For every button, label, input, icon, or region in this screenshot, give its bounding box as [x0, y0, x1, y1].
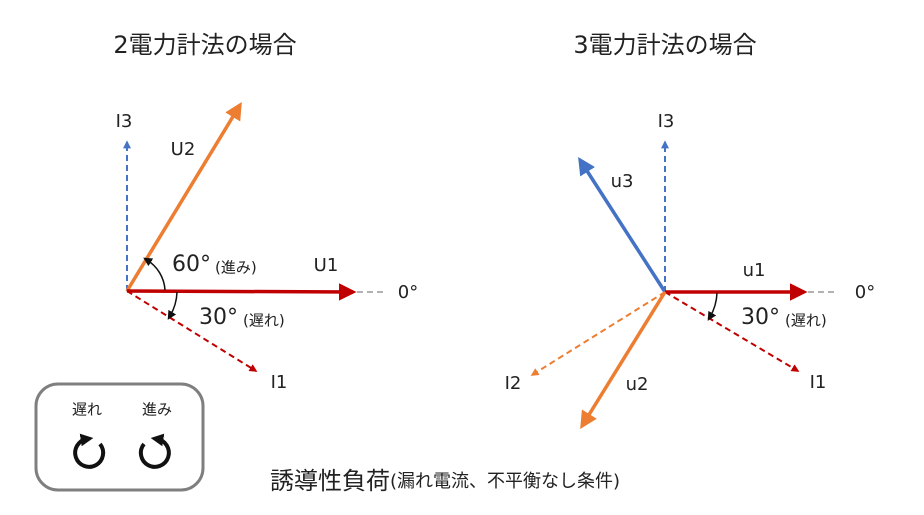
angle-arc: [143, 257, 166, 291]
angle-note: (進み): [215, 259, 257, 277]
i1-vector: [664, 291, 800, 372]
legend-label: 進み: [142, 401, 172, 419]
label: u3: [611, 171, 634, 192]
label: I1: [271, 372, 288, 393]
i1-vector: [126, 290, 258, 372]
angle-label: 30°: [199, 305, 238, 330]
u3-vector: [578, 157, 667, 293]
label: I3: [116, 111, 133, 132]
angle-arc: [167, 291, 178, 320]
left-title: 2電力計法の場合: [113, 31, 296, 59]
angle-note: (遅れ): [785, 312, 827, 330]
label: u1: [743, 260, 766, 281]
counterclockwise-icon: [138, 433, 171, 469]
angle-arc: [707, 292, 718, 321]
legend-label: 遅れ: [72, 401, 102, 419]
angle-label: 60°: [172, 252, 211, 277]
label: U1: [314, 255, 339, 276]
label: U2: [171, 139, 196, 160]
u2-vector: [580, 291, 667, 429]
angle-label: 30°: [741, 305, 780, 330]
label: I1: [810, 372, 827, 393]
clockwise-icon: [73, 433, 106, 469]
right-title: 3電力計法の場合: [573, 31, 756, 59]
label: I3: [658, 111, 675, 132]
u1-vector: [126, 283, 357, 301]
i2-vector: [530, 291, 666, 376]
label: u2: [626, 374, 649, 395]
footer: 誘導性負荷(漏れ電流、不平衡なし条件): [270, 467, 620, 495]
label: 0°: [855, 282, 875, 303]
label: 0°: [398, 282, 418, 303]
footer-note: (漏れ電流、不平衡なし条件): [390, 471, 620, 492]
label: I2: [505, 373, 522, 394]
angle-note: (遅れ): [243, 312, 285, 330]
legend-box: [34, 382, 205, 492]
footer-main: 誘導性負荷: [270, 467, 390, 495]
